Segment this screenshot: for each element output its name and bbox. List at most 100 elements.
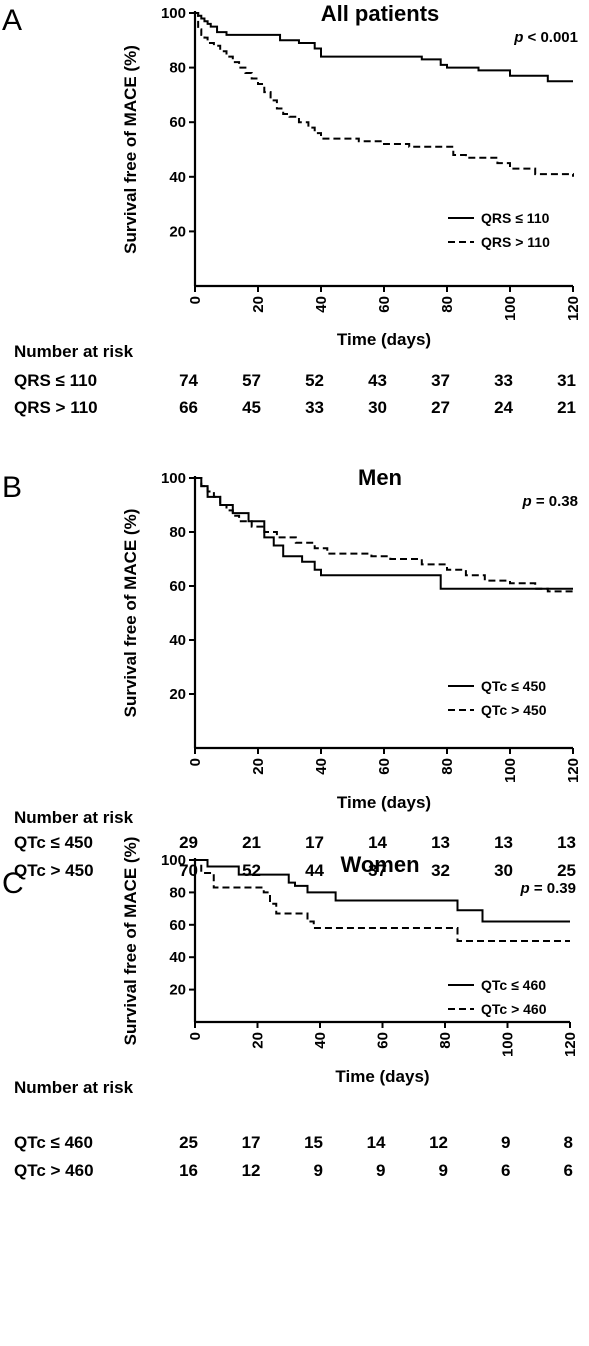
panel-letter: C — [2, 867, 24, 900]
x-tick-label: 0 — [187, 296, 204, 304]
panel-letter: A — [2, 4, 22, 37]
risk-value: 9 — [314, 1161, 323, 1180]
x-tick-label: 120 — [565, 758, 582, 783]
legend-label: QTc ≤ 450 — [481, 678, 546, 694]
km-panel-b: B Men p = 0.38 20 40 60 80 100 0 20 40 60 80 100 120 Su… — [2, 465, 582, 880]
y-tick-label: 40 — [169, 949, 186, 966]
x-tick-label: 40 — [313, 758, 330, 775]
x-axis-label: Time (days) — [337, 793, 431, 812]
series-line-2 — [195, 859, 570, 942]
x-tick-label: 120 — [562, 1032, 579, 1057]
x-tick-label: 60 — [376, 758, 393, 775]
chart-title: All patients — [321, 1, 440, 26]
chart-title: Women — [340, 852, 419, 877]
y-tick-label: 40 — [169, 169, 186, 186]
risk-value: 32 — [431, 861, 450, 880]
risk-value: 45 — [242, 398, 261, 417]
risk-value: 25 — [179, 1133, 198, 1152]
risk-value: 43 — [368, 371, 387, 390]
risk-value: 33 — [494, 371, 513, 390]
risk-value: 13 — [431, 833, 450, 852]
risk-row-label: QRS > 110 — [14, 398, 98, 417]
series-line-2 — [195, 477, 573, 593]
p-value: p < 0.001 — [513, 29, 578, 46]
risk-value: 25 — [557, 861, 576, 880]
risk-value: 44 — [305, 861, 324, 880]
x-tick-label: 0 — [187, 758, 204, 766]
y-axis-label: Survival free of MACE (%) — [121, 509, 140, 718]
legend-label: QRS ≤ 110 — [481, 210, 550, 226]
x-tick-label: 40 — [313, 296, 330, 313]
risk-value: 74 — [179, 371, 198, 390]
risk-value: 14 — [368, 833, 387, 852]
series-line-1 — [195, 12, 573, 83]
risk-value: 14 — [367, 1133, 386, 1152]
p-value: p = 0.38 — [522, 493, 578, 510]
km-panel-c: C Women p = 0.39 20 40 60 80 100 0 20 40 60 80 100 120… — [2, 837, 579, 1180]
x-tick-label: 100 — [502, 296, 519, 321]
risk-value: 9 — [439, 1161, 448, 1180]
risk-row-label: QTc ≤ 460 — [14, 1133, 93, 1152]
risk-value: 30 — [368, 398, 387, 417]
legend-label: QRS > 110 — [481, 234, 550, 250]
risk-value: 8 — [564, 1133, 573, 1152]
x-tick-label: 20 — [250, 296, 267, 313]
risk-value: 52 — [305, 371, 324, 390]
risk-value: 17 — [305, 833, 324, 852]
risk-value: 70 — [179, 861, 198, 880]
risk-row-label: QRS ≤ 110 — [14, 371, 97, 390]
x-tick-label: 80 — [437, 1032, 454, 1049]
y-tick-label: 40 — [169, 632, 186, 649]
x-tick-label: 120 — [565, 296, 582, 321]
x-tick-label: 100 — [502, 758, 519, 783]
risk-value: 33 — [305, 398, 324, 417]
risk-value: 9 — [501, 1133, 510, 1152]
risk-value: 21 — [242, 833, 261, 852]
x-tick-label: 20 — [250, 758, 267, 775]
risk-value: 27 — [431, 398, 450, 417]
risk-row-label: QTc ≤ 450 — [14, 833, 93, 852]
y-tick-label: 20 — [169, 686, 186, 703]
risk-value: 12 — [242, 1161, 261, 1180]
p-value: p = 0.39 — [520, 880, 576, 897]
legend-label: QTc ≤ 460 — [481, 977, 546, 993]
risk-value: 37 — [431, 371, 450, 390]
risk-value: 24 — [494, 398, 513, 417]
risk-value: 13 — [557, 833, 576, 852]
risk-header: Number at risk — [14, 808, 134, 827]
y-tick-label: 100 — [161, 852, 186, 869]
x-axis-label: Time (days) — [335, 1067, 429, 1086]
x-tick-label: 40 — [312, 1032, 329, 1049]
risk-value: 15 — [304, 1133, 323, 1152]
risk-value: 6 — [501, 1161, 510, 1180]
x-tick-label: 80 — [439, 758, 456, 775]
risk-value: 30 — [494, 861, 513, 880]
y-axis-label: Survival free of MACE (%) — [121, 837, 140, 1046]
x-tick-label: 100 — [500, 1032, 517, 1057]
km-panel-a: A All patients p < 0.001 20 40 60 80 100 0 20 40 60… — [2, 1, 582, 417]
y-tick-label: 100 — [161, 5, 186, 22]
risk-value: 17 — [242, 1133, 261, 1152]
risk-value: 16 — [179, 1161, 198, 1180]
legend-label: QTc > 460 — [481, 1001, 547, 1017]
risk-value: 21 — [557, 398, 576, 417]
y-tick-label: 60 — [169, 578, 186, 595]
y-tick-label: 80 — [169, 524, 186, 541]
x-tick-label: 80 — [439, 296, 456, 313]
risk-value: 12 — [429, 1133, 448, 1152]
legend-label: QTc > 450 — [481, 702, 547, 718]
risk-value: 37 — [368, 861, 387, 880]
risk-value: 6 — [564, 1161, 573, 1180]
risk-value: 13 — [494, 833, 513, 852]
risk-value: 57 — [242, 371, 261, 390]
series-line-1 — [195, 477, 573, 590]
risk-row-label: QTc > 460 — [14, 1161, 94, 1180]
risk-value: 9 — [376, 1161, 385, 1180]
y-tick-label: 60 — [169, 114, 186, 131]
risk-value: 66 — [179, 398, 198, 417]
y-tick-label: 20 — [169, 223, 186, 240]
risk-header: Number at risk — [14, 1078, 134, 1097]
risk-value: 29 — [179, 833, 198, 852]
risk-row-label: QTc > 450 — [14, 861, 94, 880]
